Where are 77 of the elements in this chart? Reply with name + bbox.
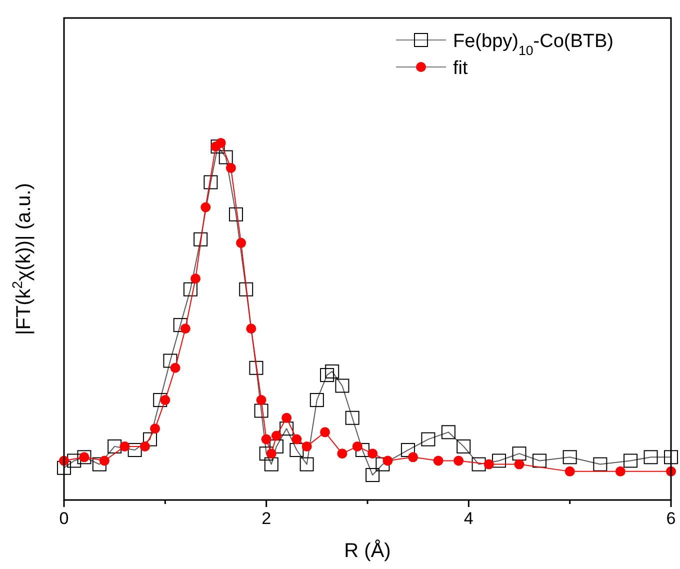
- point: [290, 443, 304, 458]
- point: [408, 452, 418, 462]
- point: [320, 368, 334, 382]
- point: [456, 439, 471, 454]
- point: [355, 443, 370, 458]
- point: [67, 454, 82, 468]
- point: [454, 456, 464, 466]
- x-axis-title: R (Å): [344, 539, 391, 562]
- point: [210, 140, 225, 154]
- point: [153, 393, 168, 408]
- point: [514, 459, 524, 470]
- point: [512, 446, 526, 461]
- point: [433, 456, 444, 466]
- point: [236, 238, 246, 248]
- point: [120, 441, 130, 452]
- legend-label: fit: [453, 58, 468, 79]
- point: [271, 430, 282, 441]
- point: [140, 441, 150, 452]
- x-tick-label: 4: [464, 509, 474, 528]
- point: [226, 162, 236, 173]
- point: [624, 454, 638, 468]
- point: [562, 450, 577, 464]
- point: [228, 207, 243, 222]
- point: [484, 459, 494, 470]
- point: [644, 450, 658, 464]
- x-tick-label: 6: [666, 509, 676, 528]
- point: [345, 410, 360, 425]
- point: [259, 446, 274, 461]
- point: [183, 282, 198, 296]
- point: [254, 404, 268, 418]
- point: [194, 232, 208, 246]
- point: [218, 150, 233, 164]
- point: [310, 393, 324, 408]
- point: [128, 443, 142, 458]
- point: [200, 202, 211, 212]
- point: [142, 432, 157, 446]
- point: [472, 457, 486, 472]
- point: [280, 422, 294, 436]
- point: [532, 454, 546, 468]
- point: [664, 450, 678, 464]
- point: [170, 362, 180, 373]
- point: [325, 364, 340, 378]
- point: [282, 412, 292, 423]
- legend-label: Fe(bpy)$_{10}$-Co(BTB): [453, 31, 614, 58]
- point: [264, 457, 278, 472]
- point: [57, 460, 71, 475]
- point: [492, 454, 506, 468]
- point: [335, 378, 350, 393]
- point: [163, 354, 178, 368]
- point: [300, 457, 314, 472]
- point: [204, 175, 218, 190]
- point: [92, 457, 106, 472]
- point: [269, 439, 284, 454]
- point: [108, 439, 122, 454]
- point: [441, 425, 456, 440]
- point: [249, 360, 264, 375]
- point: [150, 424, 160, 434]
- point: [239, 282, 254, 296]
- point: [337, 448, 348, 459]
- point: [564, 466, 575, 476]
- point: [292, 434, 302, 444]
- point: [173, 318, 188, 332]
- point: [261, 434, 272, 444]
- point: [366, 468, 380, 482]
- point: [302, 441, 312, 452]
- point: [190, 274, 201, 284]
- point: [368, 448, 378, 459]
- point: [615, 466, 626, 476]
- point: [246, 324, 256, 334]
- x-tick-label: 0: [59, 509, 69, 528]
- point: [376, 457, 390, 472]
- point: [320, 427, 330, 438]
- point: [421, 432, 436, 446]
- x-tick-label: 2: [262, 509, 272, 528]
- point: [593, 457, 608, 472]
- point: [400, 443, 415, 458]
- point: [256, 395, 266, 406]
